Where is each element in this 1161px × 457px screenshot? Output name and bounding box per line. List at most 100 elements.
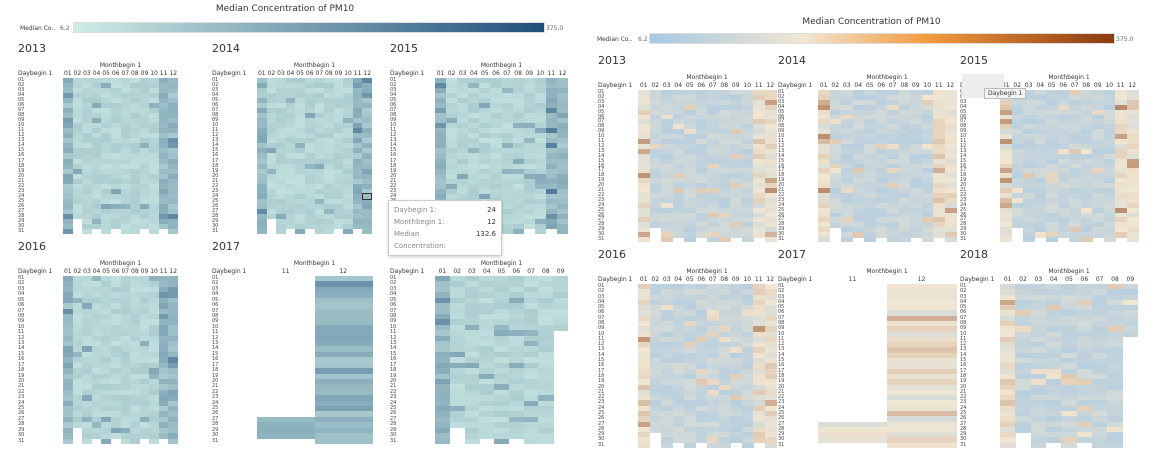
heatmap-cell[interactable] — [63, 346, 74, 353]
heatmap-cell[interactable] — [110, 133, 121, 139]
heatmap-cell[interactable] — [741, 405, 754, 412]
heatmap-cell[interactable] — [501, 198, 514, 205]
heatmap-cell[interactable] — [63, 193, 74, 200]
heatmap-cell[interactable] — [1034, 178, 1047, 184]
heatmap-cell[interactable] — [110, 153, 121, 159]
heatmap-cell[interactable] — [944, 148, 957, 155]
heatmap-cell[interactable] — [898, 99, 911, 106]
heatmap-cell[interactable] — [63, 276, 74, 282]
heatmap-cell[interactable] — [72, 183, 83, 190]
heatmap-cell[interactable] — [110, 313, 121, 320]
heatmap-cell[interactable] — [741, 114, 754, 120]
heatmap-cell[interactable] — [898, 90, 911, 96]
heatmap-cell[interactable] — [435, 411, 451, 418]
heatmap-cell[interactable] — [753, 410, 765, 417]
heatmap-cell[interactable] — [556, 138, 569, 144]
heatmap-cell[interactable] — [534, 153, 547, 159]
heatmap-cell[interactable] — [1057, 134, 1070, 140]
heatmap-cell[interactable] — [1126, 143, 1139, 150]
heatmap-cell[interactable] — [875, 158, 888, 165]
heatmap-cell[interactable] — [139, 143, 150, 149]
heatmap-cell[interactable] — [130, 198, 141, 205]
heatmap-cell[interactable] — [661, 119, 673, 125]
heatmap-cell[interactable] — [864, 183, 876, 189]
heatmap-cell[interactable] — [695, 421, 708, 428]
heatmap-cell[interactable] — [638, 158, 650, 165]
heatmap-cell[interactable] — [158, 148, 169, 154]
heatmap-cell[interactable] — [464, 362, 480, 369]
heatmap-cell[interactable] — [1046, 237, 1058, 243]
heatmap-cell[interactable] — [362, 138, 373, 144]
heatmap-cell[interactable] — [1023, 148, 1035, 155]
heatmap-cell[interactable] — [464, 281, 480, 288]
heatmap-cell[interactable] — [1092, 217, 1104, 223]
heatmap-cell[interactable] — [818, 139, 830, 145]
heatmap-cell[interactable] — [707, 289, 719, 296]
heatmap-cell[interactable] — [1115, 158, 1127, 165]
heatmap-cell[interactable] — [1000, 437, 1016, 444]
heatmap-cell[interactable] — [1107, 389, 1124, 396]
heatmap-cell[interactable] — [649, 148, 662, 155]
heatmap-cell[interactable] — [508, 357, 525, 364]
heatmap-cell[interactable] — [276, 83, 287, 89]
heatmap-cell[interactable] — [82, 178, 93, 185]
heatmap-cell[interactable] — [534, 93, 547, 99]
heatmap-cell[interactable] — [887, 336, 957, 343]
heatmap-cell[interactable] — [638, 119, 650, 125]
heatmap-cell[interactable] — [638, 134, 650, 140]
heatmap-cell[interactable] — [852, 222, 865, 228]
heatmap-cell[interactable] — [523, 330, 539, 337]
heatmap-cell[interactable] — [944, 207, 957, 214]
heatmap-cell[interactable] — [101, 313, 112, 320]
heatmap-cell[interactable] — [149, 93, 160, 99]
heatmap-cell[interactable] — [63, 148, 74, 154]
heatmap-cell[interactable] — [684, 321, 696, 327]
heatmap-cell[interactable] — [1011, 109, 1024, 115]
heatmap-cell[interactable] — [479, 148, 491, 154]
heatmap-cell[interactable] — [324, 153, 335, 159]
heatmap-cell[interactable] — [324, 143, 335, 149]
heatmap-cell[interactable] — [672, 114, 685, 120]
heatmap-cell[interactable] — [707, 352, 719, 359]
heatmap-cell[interactable] — [753, 168, 765, 174]
heatmap-cell[interactable] — [1023, 124, 1035, 130]
heatmap-cell[interactable] — [501, 173, 514, 180]
heatmap-cell[interactable] — [168, 427, 179, 434]
heatmap-cell[interactable] — [435, 98, 447, 104]
heatmap-cell[interactable] — [130, 193, 141, 200]
heatmap-cell[interactable] — [324, 218, 335, 225]
heatmap-cell[interactable] — [479, 153, 491, 159]
heatmap-cell[interactable] — [1046, 119, 1058, 125]
heatmap-cell[interactable] — [314, 78, 325, 84]
heatmap-cell[interactable] — [168, 368, 179, 375]
heatmap-cell[interactable] — [324, 78, 335, 84]
heatmap-cell[interactable] — [695, 158, 708, 165]
heatmap-cell[interactable] — [110, 188, 121, 195]
heatmap-cell[interactable] — [707, 183, 719, 189]
heatmap-cell[interactable] — [1092, 400, 1108, 407]
heatmap-cell[interactable] — [158, 193, 169, 200]
heatmap-cell[interactable] — [1015, 331, 1032, 338]
heatmap-cell[interactable] — [764, 421, 777, 428]
heatmap-cell[interactable] — [875, 207, 888, 214]
heatmap-cell[interactable] — [556, 158, 569, 165]
heatmap-cell[interactable] — [101, 168, 112, 175]
heatmap-cell[interactable] — [512, 103, 525, 109]
heatmap-cell[interactable] — [852, 90, 865, 96]
heatmap-cell[interactable] — [1069, 119, 1081, 125]
heatmap-cell[interactable] — [523, 128, 536, 134]
heatmap-cell[interactable] — [695, 363, 708, 370]
heatmap-cell[interactable] — [553, 292, 569, 299]
heatmap-cell[interactable] — [741, 416, 754, 423]
heatmap-cell[interactable] — [553, 303, 569, 309]
heatmap-cell[interactable] — [1092, 90, 1104, 96]
heatmap-cell[interactable] — [63, 416, 74, 423]
heatmap-cell[interactable] — [1080, 109, 1093, 115]
heatmap-cell[interactable] — [684, 99, 696, 106]
heatmap-cell[interactable] — [718, 305, 731, 311]
heatmap-cell[interactable] — [764, 119, 777, 125]
heatmap-cell[interactable] — [139, 384, 150, 391]
heatmap-cell[interactable] — [139, 395, 150, 402]
heatmap-cell[interactable] — [887, 202, 899, 209]
heatmap-cell[interactable] — [1057, 99, 1070, 106]
